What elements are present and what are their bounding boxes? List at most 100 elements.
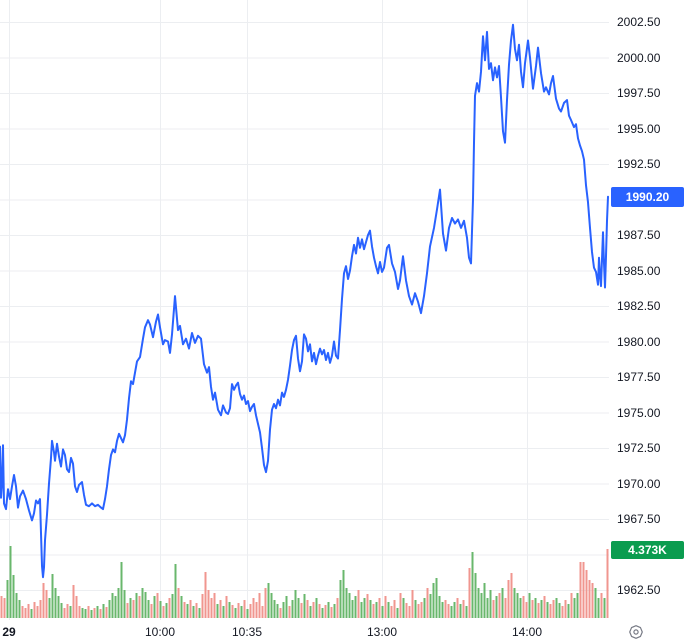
volume-bar: [537, 603, 540, 618]
volume-bar: [177, 588, 180, 618]
price-axis-label: 1967.50: [617, 512, 661, 526]
volume-bar: [357, 590, 360, 618]
volume-bar: [111, 593, 114, 618]
time-axis-label: 14:00: [511, 625, 543, 639]
volume-bar: [315, 598, 318, 618]
volume-bar: [318, 604, 321, 618]
volume-bar: [81, 608, 84, 618]
volume-bar: [342, 570, 345, 618]
volume-bar: [525, 602, 528, 618]
volume-bar: [288, 606, 291, 618]
timezone-settings-icon[interactable]: [627, 623, 645, 641]
price-axis[interactable]: 2002.50 2000.00 1997.50 1995.00 1992.50 1987.…: [609, 0, 684, 620]
volume-bar: [552, 600, 555, 618]
last-volume-badge: 4.373K: [611, 541, 684, 559]
volume-bar: [351, 600, 354, 618]
volume-bar: [438, 596, 441, 618]
volume-bar: [120, 562, 123, 618]
volume-bar: [429, 594, 432, 618]
volume-bar: [594, 588, 597, 618]
volume-bar: [312, 602, 315, 618]
volume-bar: [90, 610, 93, 618]
volume-bar: [273, 600, 276, 618]
volume-bar: [249, 604, 252, 618]
volume-bar: [291, 600, 294, 618]
volume-bar: [597, 598, 600, 618]
volume-bar: [39, 600, 42, 618]
price-axis-label: 1995.00: [617, 121, 661, 136]
volume-bar: [102, 604, 105, 618]
volume-bar: [456, 598, 459, 618]
volume-bar: [339, 580, 342, 618]
volume-bar: [183, 602, 186, 618]
volume-bar: [132, 600, 135, 618]
volume-bar: [252, 598, 255, 618]
volume-bar: [555, 598, 558, 618]
volume-bar: [543, 596, 546, 618]
horizontal-gridlines: [0, 22, 609, 591]
volume-bar: [435, 578, 438, 618]
volume-bar: [375, 602, 378, 618]
volume-bar: [96, 606, 99, 618]
volume-bar: [309, 606, 312, 618]
volume-bar: [0, 596, 3, 618]
time-axis[interactable]: 29 10:00 10:35 13:00 14:00: [0, 620, 684, 643]
volume-bar: [459, 604, 462, 618]
volume-bar: [399, 593, 402, 618]
volume-bar: [321, 608, 324, 618]
volume-bar: [444, 600, 447, 618]
volume-bar: [150, 604, 153, 618]
volume-bars: [0, 546, 609, 618]
volume-bar: [330, 607, 333, 618]
volume-bar: [363, 598, 366, 618]
volume-bar: [231, 605, 234, 618]
volume-bar: [303, 594, 306, 618]
volume-bar: [48, 598, 51, 618]
volume-bar: [417, 604, 420, 618]
volume-bar: [30, 609, 33, 618]
volume-bar: [462, 600, 465, 618]
volume-bar: [114, 596, 117, 618]
volume-bar: [54, 588, 57, 618]
volume-bar: [414, 600, 417, 618]
volume-bar: [510, 573, 513, 618]
volume-bar: [480, 593, 483, 618]
price-axis-label: 2000.00: [617, 50, 661, 65]
volume-bar: [603, 598, 606, 618]
volume-bar: [276, 604, 279, 618]
volume-bar: [591, 583, 594, 618]
volume-bar: [189, 600, 192, 618]
volume-bar: [564, 600, 567, 618]
volume-bar: [285, 596, 288, 618]
volume-bar: [210, 598, 213, 618]
volume-bar: [270, 593, 273, 618]
price-axis-label: 1962.50: [617, 583, 661, 597]
volume-bar: [606, 549, 609, 618]
volume-bar: [93, 608, 96, 618]
volume-bar: [264, 588, 267, 618]
volume-bar: [282, 602, 285, 618]
volume-bar: [3, 598, 6, 618]
volume-bar: [504, 598, 507, 618]
price-chart[interactable]: [0, 0, 609, 620]
volume-bar: [75, 596, 78, 618]
volume-bar: [579, 562, 582, 618]
volume-bar: [18, 600, 21, 618]
volume-bar: [513, 588, 516, 618]
volume-bar: [15, 593, 18, 618]
volume-bar: [495, 596, 498, 618]
volume-bar: [225, 596, 228, 618]
volume-bar: [153, 596, 156, 618]
price-axis-label: 2002.50: [617, 15, 661, 29]
volume-bar: [453, 602, 456, 618]
volume-bar: [384, 596, 387, 618]
volume-bar: [78, 606, 81, 618]
volume-bar: [216, 604, 219, 618]
price-axis-label: 1975.00: [617, 405, 661, 420]
chart-pane[interactable]: [0, 0, 609, 620]
volume-bar: [576, 593, 579, 618]
volume-bar: [501, 588, 504, 618]
volume-bar: [63, 608, 66, 618]
volume-bar: [333, 604, 336, 618]
volume-bar: [72, 585, 75, 618]
